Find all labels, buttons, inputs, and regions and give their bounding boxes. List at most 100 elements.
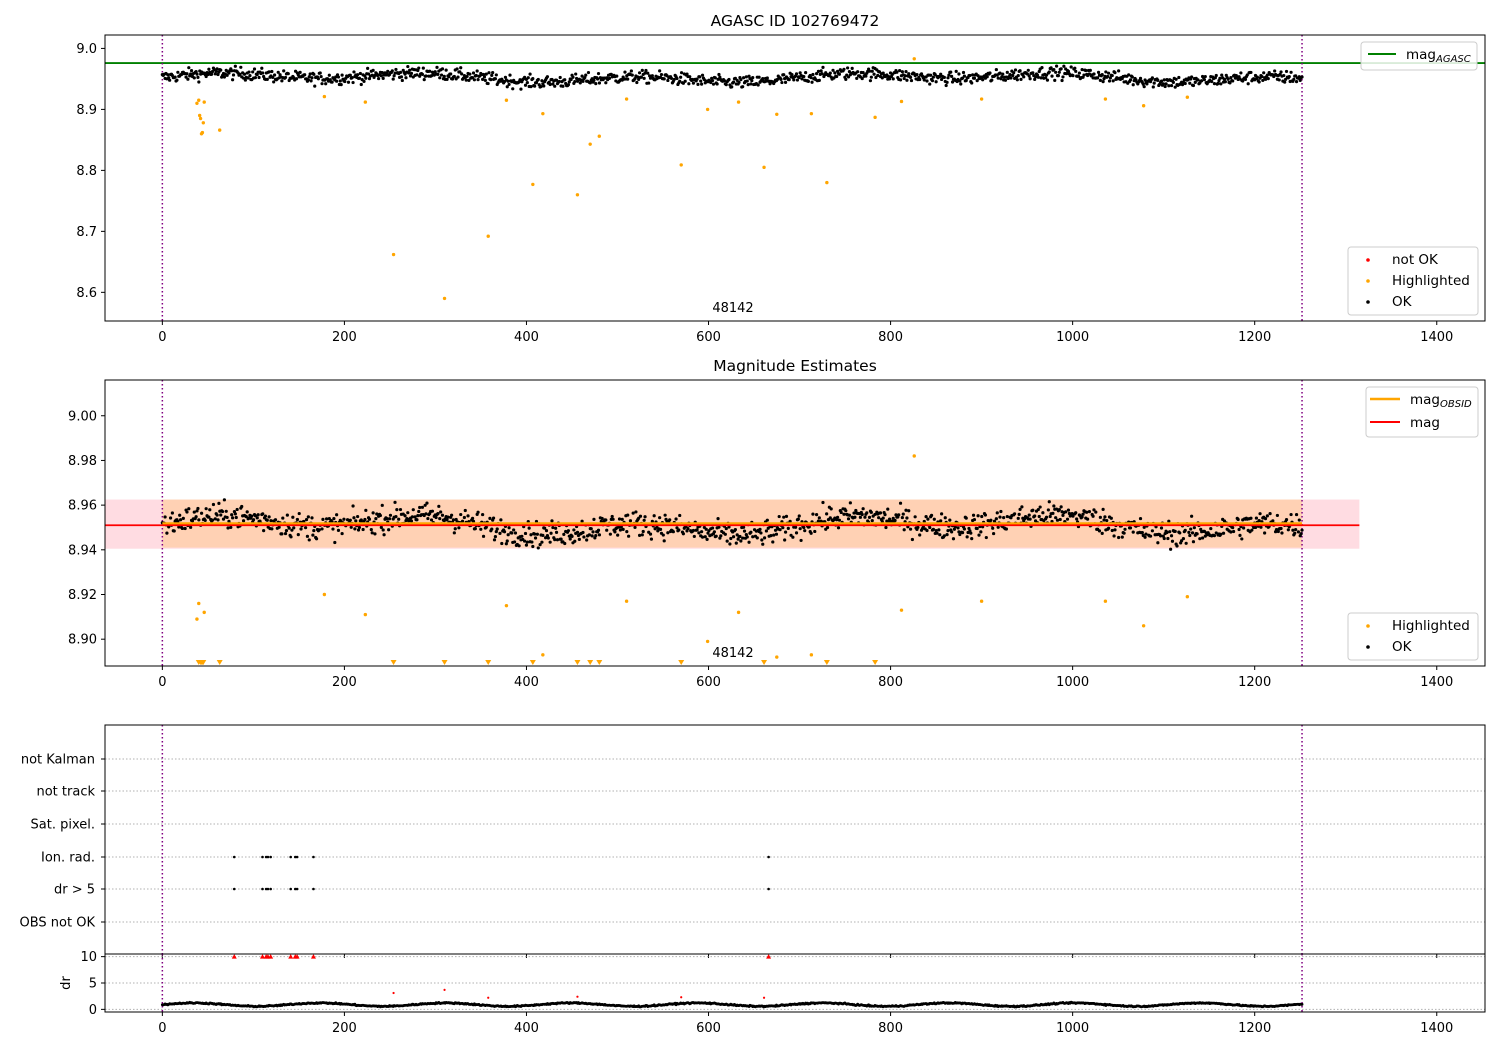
ok-point (194, 70, 198, 74)
y-tick-label: 8.98 (68, 454, 97, 469)
ok-point (398, 507, 403, 512)
highlighted-point (541, 111, 545, 116)
ok-point (1231, 525, 1235, 530)
ok-point (197, 518, 201, 522)
ok-point (594, 533, 598, 538)
ok-point (958, 532, 962, 537)
ok-point (281, 516, 285, 520)
highlighted-point (979, 599, 984, 603)
ok-point (922, 78, 926, 82)
ok-point (773, 528, 778, 532)
ok-point (956, 526, 960, 530)
ok-point (1188, 81, 1192, 85)
ok-point (998, 515, 1002, 519)
ok-point (869, 75, 873, 79)
ok-point (224, 509, 228, 513)
legend-status: Highlighted OK (1347, 612, 1479, 661)
ok-point (741, 536, 745, 540)
ok-point (856, 70, 860, 74)
ok-point (663, 513, 667, 517)
ok-point (335, 79, 339, 83)
ok-point (1076, 74, 1081, 78)
highlighted-point (442, 296, 447, 301)
ok-point (1229, 76, 1233, 80)
ok-point (994, 517, 998, 521)
ok-point (864, 74, 868, 78)
ok-point (1004, 527, 1008, 531)
flag-label: OBS not OK (20, 916, 96, 931)
highlighted-point (202, 100, 206, 104)
ok-point (493, 534, 498, 539)
ok-point (498, 531, 502, 536)
ok-point (395, 508, 399, 512)
ok-point (192, 510, 196, 514)
flag-point (266, 887, 270, 891)
ok-point (415, 518, 419, 522)
ok-point (543, 536, 548, 540)
ok-point (609, 72, 613, 76)
x-tick-label: 1000 (1056, 1021, 1089, 1036)
ok-point (751, 535, 755, 539)
ok-point (744, 75, 748, 79)
ok-point (543, 526, 547, 530)
ok-point (231, 516, 235, 520)
ok-point (980, 514, 984, 519)
ok-point (957, 530, 961, 534)
legend-box (1360, 41, 1478, 71)
ok-point (1045, 78, 1050, 82)
ok-point (471, 71, 476, 75)
ok-point (758, 527, 762, 531)
ok-point (471, 519, 476, 523)
ok-point (1082, 73, 1086, 77)
ok-point (1250, 528, 1254, 532)
ok-point (794, 531, 799, 535)
ok-point (967, 526, 971, 531)
ok-point (1223, 80, 1227, 84)
ok-point (364, 76, 368, 80)
ok-point (1096, 70, 1101, 74)
dr-clipped-marker (766, 954, 772, 959)
ok-point (1219, 82, 1223, 86)
ok-point (833, 71, 837, 75)
ok-point (304, 526, 308, 530)
ok-point (799, 538, 803, 543)
ok-point (716, 517, 720, 521)
ok-point (570, 534, 574, 539)
ok-point (1028, 517, 1032, 521)
ok-point (961, 70, 966, 75)
ok-point (449, 72, 453, 76)
ok-point (637, 71, 642, 75)
ok-point (420, 505, 425, 509)
ok-point (539, 84, 543, 89)
ok-point (492, 538, 497, 542)
ok-point (675, 526, 679, 530)
ok-point (705, 537, 709, 541)
ok-point (398, 70, 403, 74)
ok-point (1120, 535, 1124, 539)
ok-point (1184, 541, 1188, 545)
ok-point (1050, 74, 1054, 78)
ok-point (1166, 536, 1170, 541)
ok-point (222, 498, 226, 502)
ok-point (1055, 518, 1060, 522)
ok-point (946, 529, 950, 533)
ok-point (231, 78, 235, 82)
legend-label-mag: mag (1410, 415, 1440, 431)
dr-outlier-point (392, 991, 395, 995)
ok-point (1016, 74, 1020, 78)
ok-point (1073, 66, 1077, 70)
ok-point (1052, 504, 1056, 508)
ok-point (424, 74, 428, 78)
ok-point (635, 80, 639, 85)
ok-point (1057, 507, 1061, 512)
ok-point (406, 511, 410, 515)
ok-point (1192, 526, 1196, 530)
ok-point (475, 69, 479, 73)
ok-point (797, 75, 801, 80)
ok-point (865, 511, 869, 515)
ok-point (1046, 508, 1050, 512)
ok-point (404, 76, 408, 80)
ok-point (1057, 70, 1061, 74)
ok-point (881, 516, 885, 520)
ok-point (265, 77, 269, 81)
